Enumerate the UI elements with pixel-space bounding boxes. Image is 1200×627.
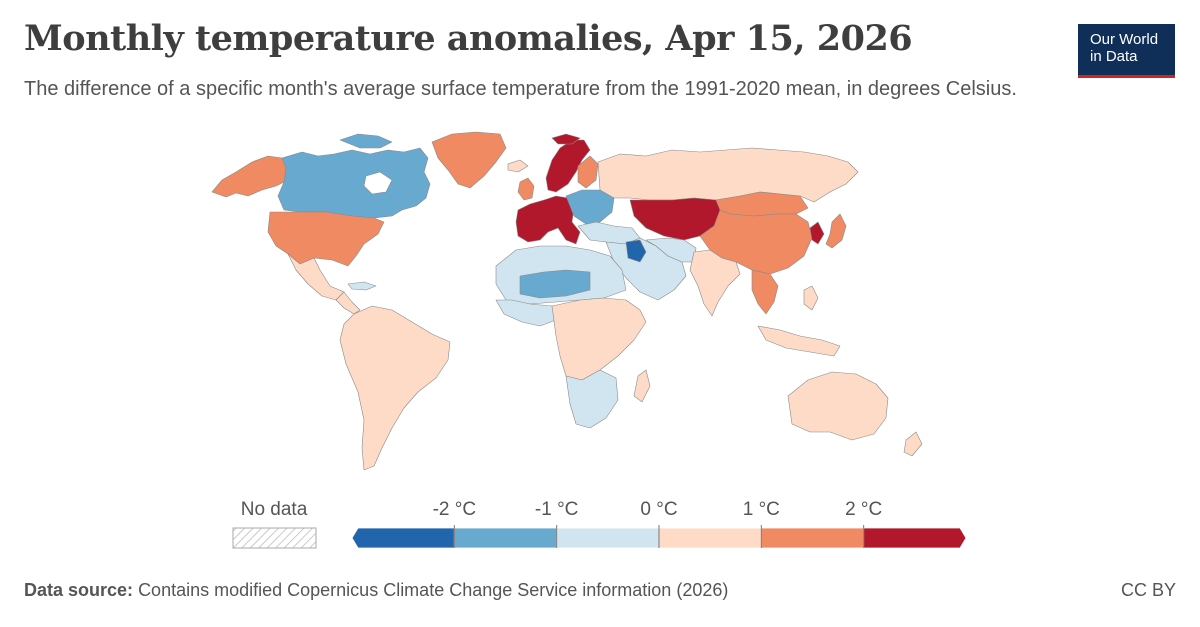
logo-line-1: Our World bbox=[1090, 31, 1159, 48]
region-caribbean[interactable] bbox=[347, 281, 377, 291]
region-united-states[interactable] bbox=[267, 211, 385, 267]
region-india[interactable] bbox=[689, 249, 741, 317]
legend-tick-label-3: 1 °C bbox=[743, 499, 780, 520]
region-middle-east[interactable] bbox=[605, 237, 687, 301]
legend-tick-label-0: -2 °C bbox=[433, 499, 477, 520]
region-scandinavia[interactable] bbox=[545, 139, 591, 193]
logo-line-2: in Data bbox=[1090, 48, 1138, 65]
region-greenland[interactable] bbox=[431, 131, 507, 189]
region-central-america[interactable] bbox=[335, 291, 361, 315]
legend-bin-0[interactable] bbox=[351, 527, 455, 549]
legend-bin-1[interactable] bbox=[453, 527, 558, 549]
region-japan[interactable] bbox=[825, 213, 847, 249]
owid-logo[interactable]: Our World in Data bbox=[1078, 24, 1175, 78]
legend-tick-label-4: 2 °C bbox=[845, 499, 882, 520]
region-iraq[interactable] bbox=[625, 239, 647, 263]
region-arctic-islands[interactable] bbox=[339, 133, 393, 149]
legend-no-data-swatch bbox=[232, 527, 317, 549]
region-southern-africa[interactable] bbox=[565, 369, 619, 429]
legend-no-data-label: No data bbox=[241, 499, 308, 520]
region-indonesia[interactable] bbox=[757, 325, 841, 357]
region-canada[interactable] bbox=[277, 147, 431, 219]
region-western-europe[interactable] bbox=[515, 195, 581, 245]
region-south-america[interactable] bbox=[339, 305, 451, 471]
region-iceland[interactable] bbox=[507, 159, 529, 173]
region-svalbard[interactable] bbox=[551, 133, 581, 145]
legend-bin-2[interactable] bbox=[556, 527, 660, 549]
world-map[interactable] bbox=[200, 130, 950, 480]
region-southeast-asia[interactable] bbox=[751, 269, 779, 315]
region-united-kingdom[interactable] bbox=[517, 177, 535, 201]
source-text: Contains modified Copernicus Climate Cha… bbox=[138, 580, 729, 600]
region-central-africa[interactable] bbox=[551, 297, 647, 381]
region-alaska[interactable] bbox=[211, 155, 287, 198]
region-finland[interactable] bbox=[577, 155, 599, 189]
region-new-zealand[interactable] bbox=[903, 431, 923, 457]
region-korea[interactable] bbox=[809, 221, 825, 245]
region-madagascar[interactable] bbox=[633, 369, 651, 403]
region-russia[interactable] bbox=[597, 147, 859, 203]
legend-tick-label-2: 0 °C bbox=[640, 499, 677, 520]
footer-source: Data source: Contains modified Copernicu… bbox=[24, 580, 728, 601]
legend-bin-4[interactable] bbox=[760, 527, 865, 549]
chart-subtitle: The difference of a specific month's ave… bbox=[24, 78, 1017, 100]
legend-bin-5[interactable] bbox=[863, 527, 967, 549]
region-balkans-turkey[interactable] bbox=[577, 221, 641, 245]
region-eastern-europe[interactable] bbox=[565, 189, 615, 225]
region-australia[interactable] bbox=[787, 371, 889, 441]
hudson-bay bbox=[363, 171, 393, 195]
region-sahel[interactable] bbox=[519, 269, 591, 299]
region-philippines[interactable] bbox=[803, 285, 819, 311]
legend-tick-label-1: -1 °C bbox=[535, 499, 579, 520]
source-label: Data source: bbox=[24, 580, 134, 600]
region-west-africa[interactable] bbox=[495, 299, 557, 327]
license-link[interactable]: CC BY bbox=[1120, 580, 1176, 600]
chart-title: Monthly temperature anomalies, Apr 15, 2… bbox=[24, 18, 913, 59]
legend-bin-3[interactable] bbox=[658, 527, 762, 549]
